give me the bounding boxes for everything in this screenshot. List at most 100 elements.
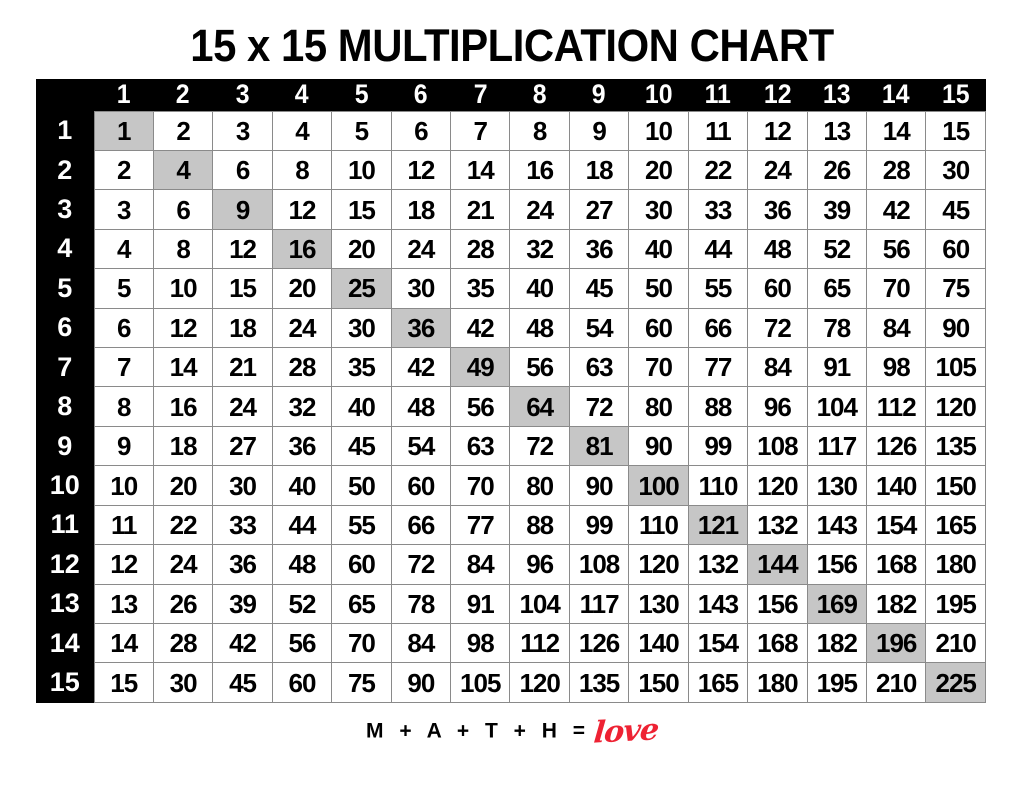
cell-13x2: 26 bbox=[152, 583, 214, 624]
cell-12x2: 24 bbox=[152, 544, 214, 585]
cell-9x7: 63 bbox=[450, 425, 511, 467]
cell-7x15: 105 bbox=[925, 347, 986, 388]
multiplication-table-container: 1 2 3 4 5 6 7 8 9 10 11 12 13 14 15 1 1 2 3 4 5 6 7 8 9 10 11 12 13… bbox=[36, 79, 986, 703]
cell-4x4: 16 bbox=[271, 228, 333, 270]
cell-8x8: 64 bbox=[509, 386, 570, 427]
cell-13x8: 104 bbox=[509, 583, 570, 624]
cell-2x7: 14 bbox=[450, 149, 511, 191]
cell-3x15: 45 bbox=[925, 189, 986, 230]
cell-6x7: 42 bbox=[450, 307, 511, 349]
cell-11x3: 33 bbox=[212, 504, 273, 546]
cell-15x7: 105 bbox=[450, 662, 511, 703]
cell-7x7: 49 bbox=[450, 347, 511, 388]
cell-3x10: 30 bbox=[628, 189, 689, 230]
cell-6x12: 72 bbox=[747, 307, 808, 349]
cell-3x1: 3 bbox=[93, 189, 154, 230]
cell-12x12: 144 bbox=[747, 544, 808, 585]
cell-5x11: 55 bbox=[687, 268, 749, 309]
row-header-3: 3 bbox=[36, 189, 94, 230]
table-row: 6 6 12 18 24 30 36 42 48 54 60 66 72 78 84 90 bbox=[36, 307, 986, 349]
cell-8x7: 56 bbox=[450, 386, 511, 427]
row-header-2: 2 bbox=[36, 150, 94, 190]
table-body: 1 1 2 3 4 5 6 7 8 9 10 11 12 13 14 15 2 2 4 6 8 10 12 14 16 18 20 2… bbox=[36, 110, 986, 703]
cell-1x9: 9 bbox=[568, 110, 630, 151]
cell-13x4: 52 bbox=[271, 583, 333, 624]
cell-14x2: 28 bbox=[152, 622, 214, 664]
cell-12x11: 132 bbox=[687, 544, 749, 585]
cell-7x9: 63 bbox=[568, 347, 630, 388]
cell-8x6: 48 bbox=[390, 386, 452, 427]
cell-3x12: 36 bbox=[747, 189, 808, 230]
cell-3x14: 42 bbox=[865, 189, 927, 230]
cell-15x14: 210 bbox=[865, 662, 927, 703]
column-header-8: 8 bbox=[512, 79, 567, 111]
cell-4x6: 24 bbox=[390, 228, 452, 270]
cell-10x3: 30 bbox=[212, 465, 273, 506]
cell-15x2: 30 bbox=[152, 662, 214, 703]
cell-13x15: 195 bbox=[925, 583, 986, 624]
row-header-8: 8 bbox=[36, 386, 94, 427]
cell-7x3: 21 bbox=[212, 347, 273, 388]
column-header-9: 9 bbox=[571, 79, 627, 111]
column-header-15: 15 bbox=[928, 79, 984, 111]
cell-4x5: 20 bbox=[331, 228, 392, 270]
cell-2x6: 12 bbox=[390, 149, 452, 191]
cell-1x5: 5 bbox=[331, 110, 392, 151]
cell-7x4: 28 bbox=[271, 347, 333, 388]
cell-4x8: 32 bbox=[509, 228, 570, 270]
cell-11x5: 55 bbox=[331, 504, 392, 546]
cell-10x4: 40 bbox=[271, 465, 333, 506]
cell-8x3: 24 bbox=[212, 386, 273, 427]
cell-2x4: 8 bbox=[271, 149, 333, 191]
cell-14x5: 70 bbox=[331, 622, 392, 664]
cell-4x14: 56 bbox=[865, 228, 927, 270]
cell-15x12: 180 bbox=[747, 662, 808, 703]
cell-7x14: 98 bbox=[865, 347, 927, 388]
cell-1x1: 1 bbox=[93, 110, 154, 151]
cell-12x1: 12 bbox=[93, 544, 154, 585]
cell-11x2: 22 bbox=[152, 504, 214, 546]
row-header-11: 11 bbox=[36, 505, 94, 545]
cell-3x3: 9 bbox=[212, 189, 273, 230]
cell-14x8: 112 bbox=[509, 622, 570, 664]
cell-9x12: 108 bbox=[747, 425, 808, 467]
cell-7x11: 77 bbox=[687, 347, 749, 388]
row-header-13: 13 bbox=[36, 584, 94, 624]
cell-8x1: 8 bbox=[93, 386, 154, 427]
cell-2x14: 28 bbox=[865, 149, 927, 191]
cell-12x8: 96 bbox=[509, 544, 570, 585]
cell-4x1: 4 bbox=[93, 228, 154, 270]
cell-10x1: 10 bbox=[93, 465, 154, 506]
cell-3x11: 33 bbox=[687, 189, 749, 230]
cell-15x5: 75 bbox=[331, 662, 392, 703]
cell-14x14: 196 bbox=[865, 622, 927, 664]
cell-13x12: 156 bbox=[747, 583, 808, 624]
table-row: 2 2 4 6 8 10 12 14 16 18 20 22 24 26 28 30 bbox=[36, 149, 986, 191]
cell-9x6: 54 bbox=[390, 425, 452, 467]
cell-8x15: 120 bbox=[925, 386, 986, 427]
cell-7x1: 7 bbox=[93, 347, 154, 388]
table-corner-cell bbox=[38, 79, 92, 111]
cell-9x15: 135 bbox=[925, 425, 986, 467]
cell-5x6: 30 bbox=[390, 268, 452, 309]
column-header-3: 3 bbox=[215, 79, 270, 111]
footer-math-text: M + A + T + H = bbox=[366, 719, 591, 743]
cell-4x3: 12 bbox=[212, 228, 273, 270]
cell-8x4: 32 bbox=[271, 386, 333, 427]
table-row: 10 10 20 30 40 50 60 70 80 90 100 110 120 130 140 150 bbox=[36, 465, 986, 506]
cell-4x11: 44 bbox=[687, 228, 749, 270]
column-header-1: 1 bbox=[96, 79, 152, 111]
cell-2x9: 18 bbox=[568, 149, 630, 191]
cell-14x13: 182 bbox=[806, 622, 867, 664]
row-header-14: 14 bbox=[36, 623, 94, 663]
row-header-5: 5 bbox=[36, 268, 94, 309]
cell-12x10: 120 bbox=[628, 544, 689, 585]
column-header-12: 12 bbox=[750, 79, 805, 111]
cell-13x5: 65 bbox=[331, 583, 392, 624]
cell-15x8: 120 bbox=[509, 662, 570, 703]
cell-3x6: 18 bbox=[390, 189, 452, 230]
cell-5x15: 75 bbox=[925, 268, 986, 309]
cell-3x7: 21 bbox=[450, 189, 511, 230]
footer-love-text: love bbox=[592, 712, 660, 751]
cell-11x13: 143 bbox=[806, 504, 867, 546]
